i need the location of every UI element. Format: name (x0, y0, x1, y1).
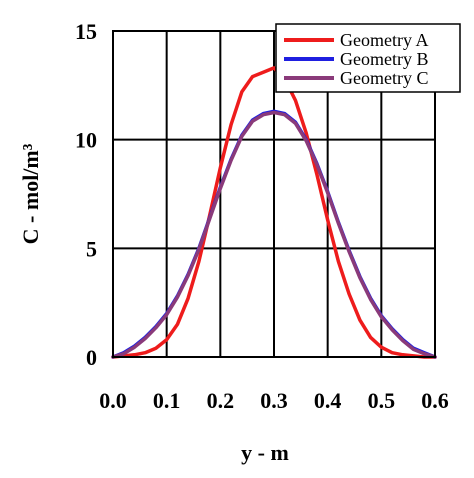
series-lines (111, 66, 437, 359)
x-tick-label: 0.0 (99, 388, 127, 413)
x-tick-label: 0.6 (421, 388, 449, 413)
y-tick-label: 5 (86, 236, 97, 261)
x-axis-title: y - m (241, 440, 289, 465)
y-axis-ticks: 0 5 10 15 (75, 19, 97, 370)
x-tick-label: 0.5 (368, 388, 396, 413)
y-tick-label: 15 (75, 19, 97, 44)
legend-label: Geometry C (340, 68, 428, 88)
x-tick-label: 0.2 (207, 388, 235, 413)
legend-label: Geometry A (340, 30, 428, 50)
series-line-geometry-c (111, 110, 437, 359)
x-tick-label: 0.3 (260, 388, 288, 413)
x-axis-ticks: 0.0 0.1 0.2 0.3 0.4 0.5 0.6 (99, 388, 449, 413)
x-tick-label: 0.4 (314, 388, 342, 413)
y-tick-label: 0 (86, 345, 97, 370)
x-tick-label: 0.1 (153, 388, 181, 413)
legend-label: Geometry B (340, 49, 428, 69)
y-axis-title: C - mol/m³ (18, 143, 43, 244)
y-tick-label: 10 (75, 128, 97, 153)
plot-frame (112, 30, 436, 358)
series-line-geometry-a (111, 66, 437, 359)
